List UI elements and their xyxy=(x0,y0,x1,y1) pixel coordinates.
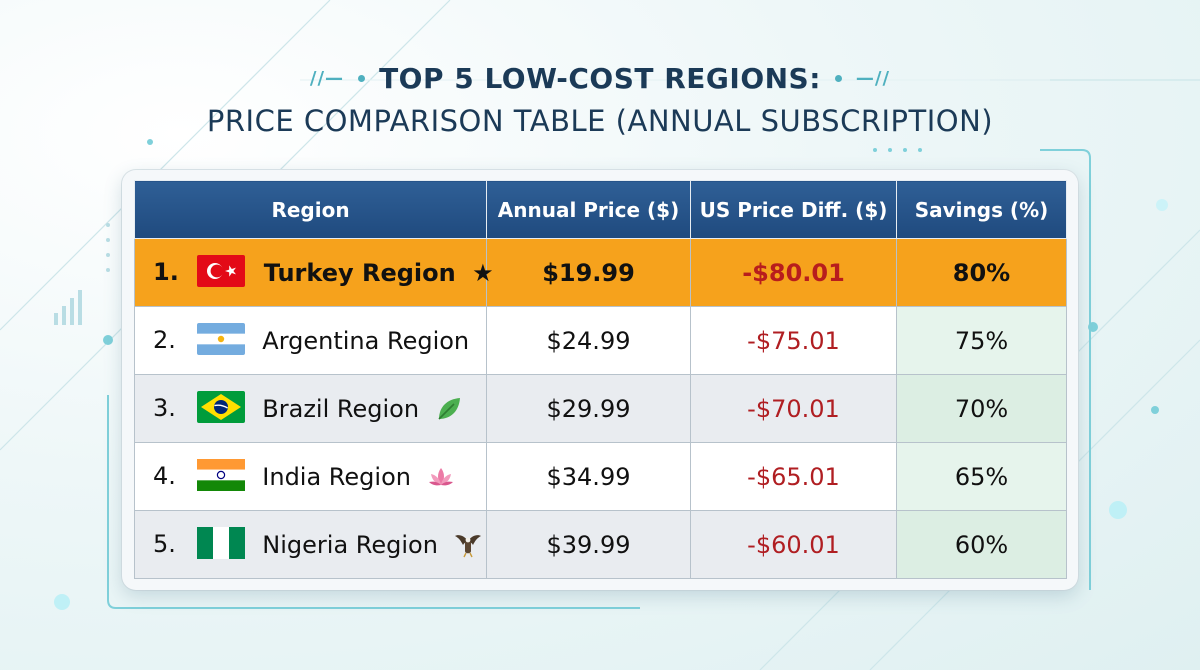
eagle-icon xyxy=(454,534,481,557)
savings-cell: 60% xyxy=(896,510,1067,579)
savings-cell: 80% xyxy=(896,238,1067,307)
region-cell: 2. Argentina Region xyxy=(134,306,487,375)
title-line2: PRICE COMPARISON TABLE (ANNUAL SUBSCRIPT… xyxy=(206,104,994,138)
annual-price-cell: $29.99 xyxy=(486,374,691,443)
price-comparison-table: Region Annual Price ($) US Price Diff. (… xyxy=(134,180,1067,579)
column-header-region: Region xyxy=(134,180,487,239)
rank-label: 5. xyxy=(153,529,176,558)
annual-price-cell: $34.99 xyxy=(486,442,691,511)
region-cell: 3. Brazil Region xyxy=(134,374,487,443)
us-price-diff-cell: -$60.01 xyxy=(690,510,897,579)
column-header-us-price-diff: US Price Diff. ($) xyxy=(690,180,897,239)
rank-label: 4. xyxy=(153,461,176,490)
table-row: 1. Turkey Region ★ $19.99 -$80.01 80% xyxy=(134,238,1067,307)
savings-cell: 65% xyxy=(896,442,1067,511)
us-price-diff-cell: -$70.01 xyxy=(690,374,897,443)
table-header-row: Region Annual Price ($) US Price Diff. (… xyxy=(134,180,1067,239)
savings-cell: 70% xyxy=(896,374,1067,443)
argentina-flag-icon xyxy=(196,322,245,355)
rank-label: 2. xyxy=(153,325,176,354)
table-row: 4. India Region xyxy=(134,442,1067,511)
region-name: India Region xyxy=(262,462,411,491)
table-row: 3. Brazil Region $29.99 -$70.01 70% xyxy=(134,374,1067,443)
column-header-savings: Savings (%) xyxy=(896,180,1067,239)
nigeria-flag-icon xyxy=(196,526,245,559)
title-left-deco-icon: //— xyxy=(309,67,345,89)
region-name: Argentina Region xyxy=(262,326,470,355)
region-name: Nigeria Region xyxy=(262,530,438,559)
title-dot-icon xyxy=(358,74,366,82)
title-right-deco-icon: —// xyxy=(855,67,891,89)
lotus-icon xyxy=(428,467,453,485)
rank-label: 1. xyxy=(153,257,179,286)
us-price-diff-cell: -$65.01 xyxy=(690,442,897,511)
leaf-icon xyxy=(438,397,460,420)
india-flag-icon xyxy=(196,458,245,491)
annual-price-cell: $24.99 xyxy=(486,306,691,375)
annual-price-cell: $19.99 xyxy=(486,238,691,307)
turkey-flag-icon xyxy=(197,254,246,287)
table-row: 2. Argentina Region $24.99 -$75.01 75% xyxy=(134,306,1067,375)
chart-title: //— TOP 5 LOW-COST REGIONS: —// PRICE CO… xyxy=(0,58,1200,139)
us-price-diff-cell: -$75.01 xyxy=(690,306,897,375)
region-cell: 4. India Region xyxy=(134,442,487,511)
column-header-annual-price: Annual Price ($) xyxy=(486,180,691,239)
title-dot-icon xyxy=(834,74,842,82)
star-icon: ★ xyxy=(472,258,494,287)
region-name: Turkey Region xyxy=(263,258,456,287)
savings-cell: 75% xyxy=(896,306,1067,375)
region-cell: 5. Nigeria Region xyxy=(134,510,487,579)
region-cell: 1. Turkey Region ★ xyxy=(134,238,494,307)
us-price-diff-cell: -$80.01 xyxy=(690,238,897,307)
annual-price-cell: $39.99 xyxy=(486,510,691,579)
region-name: Brazil Region xyxy=(262,394,420,423)
brazil-flag-icon xyxy=(196,390,245,423)
table-card: Region Annual Price ($) US Price Diff. (… xyxy=(122,170,1078,590)
rank-label: 3. xyxy=(153,393,176,422)
title-line1: TOP 5 LOW-COST REGIONS: xyxy=(379,61,821,95)
table-row: 5. Nigeria Region $39.99 xyxy=(134,510,1067,579)
